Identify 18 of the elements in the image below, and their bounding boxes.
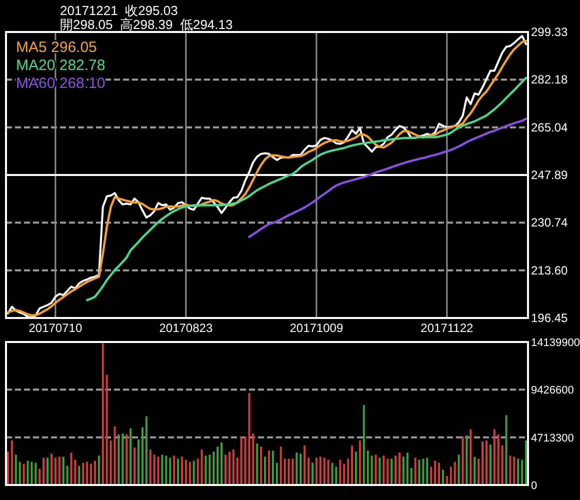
x-tick-label: 20171122 — [420, 321, 474, 335]
chart-title: 20171221 收295.03 — [60, 3, 178, 18]
x-tick-label: 20170710 — [28, 321, 82, 335]
y-tick-label: 0 — [531, 480, 538, 492]
y-tick-label: 282.18 — [531, 72, 568, 87]
y-tick-label: 4713300 — [531, 432, 574, 444]
x-tick-label: 20170823 — [159, 321, 213, 335]
line-series — [248, 118, 528, 238]
y-tick-label: 213.60 — [531, 263, 568, 278]
y-tick-label: 196.45 — [531, 311, 568, 325]
y-tick-label: 9426600 — [531, 384, 574, 397]
chart-subtitle: 開298.05 高298.39 低294.13 — [60, 17, 233, 32]
y-tick-label: 247.89 — [531, 168, 568, 182]
y-tick-label: 14139900 — [531, 337, 580, 349]
y-tick-label: 299.33 — [531, 25, 568, 39]
x-tick-label: 20171009 — [290, 321, 344, 335]
y-tick-label: 265.04 — [531, 120, 568, 134]
y-tick-label: 230.74 — [531, 216, 568, 230]
